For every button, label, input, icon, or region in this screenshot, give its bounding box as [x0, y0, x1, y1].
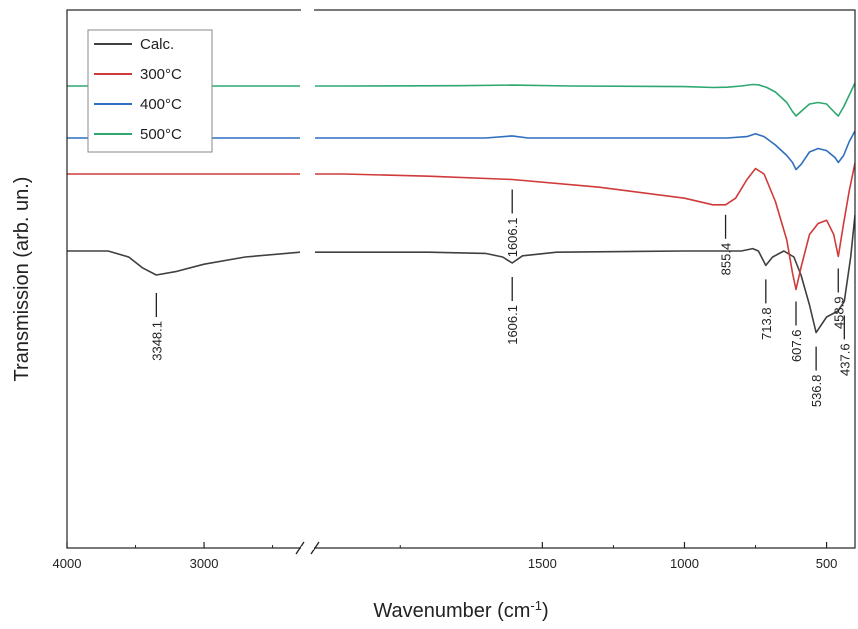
- x-tick-label: 1500: [528, 556, 557, 571]
- legend-label: Calc.: [140, 36, 174, 53]
- axis-break-gap: [300, 11, 315, 547]
- peak-label: 437.6: [837, 343, 852, 376]
- peak-label: 607.6: [789, 330, 804, 363]
- legend-label: 400°C: [140, 96, 182, 113]
- peak-label: 458.9: [831, 297, 846, 330]
- x-axis: 4000 3000 1500 1000 500: [53, 8, 838, 571]
- series-line-2: [67, 162, 855, 291]
- x-axis-title: Wavenumber (cm-1): [373, 598, 548, 623]
- x-tick-label: 4000: [53, 556, 82, 571]
- peak-label: 1606.1: [505, 218, 520, 258]
- series-line-4: [67, 82, 855, 117]
- x-tick-label: 500: [816, 556, 838, 571]
- axis-break-mark: [310, 541, 320, 555]
- plot-area: [67, 11, 855, 547]
- peak-label: 1606.1: [505, 305, 520, 345]
- axis-break-gap-bottom: [301, 546, 314, 550]
- legend-box: [87, 29, 213, 153]
- peak-label: 855.4: [719, 243, 734, 276]
- x-tick-label: 3000: [190, 556, 219, 571]
- peak-label: 713.8: [759, 307, 774, 340]
- series-line-3: [67, 130, 855, 171]
- x-tick-label: 1000: [670, 556, 699, 571]
- axis-break-mark: [295, 541, 305, 555]
- series-line-1: [67, 214, 855, 334]
- y-axis-title: Transmission (arb. un.): [11, 177, 33, 382]
- legend: Calc. 300°C 400°C 500°C: [87, 29, 213, 153]
- legend-label: 300°C: [140, 66, 182, 83]
- peak-label: 3348.1: [149, 321, 164, 361]
- peak-annotations: 3348.1 1606.1 713.8 536.8 437.6 1606.1 855.4 60…: [149, 189, 852, 408]
- plot-frame: [66, 9, 856, 549]
- legend-label: 500°C: [140, 126, 182, 143]
- axis-break-gap-top: [301, 8, 314, 12]
- peak-label: 536.8: [809, 375, 824, 408]
